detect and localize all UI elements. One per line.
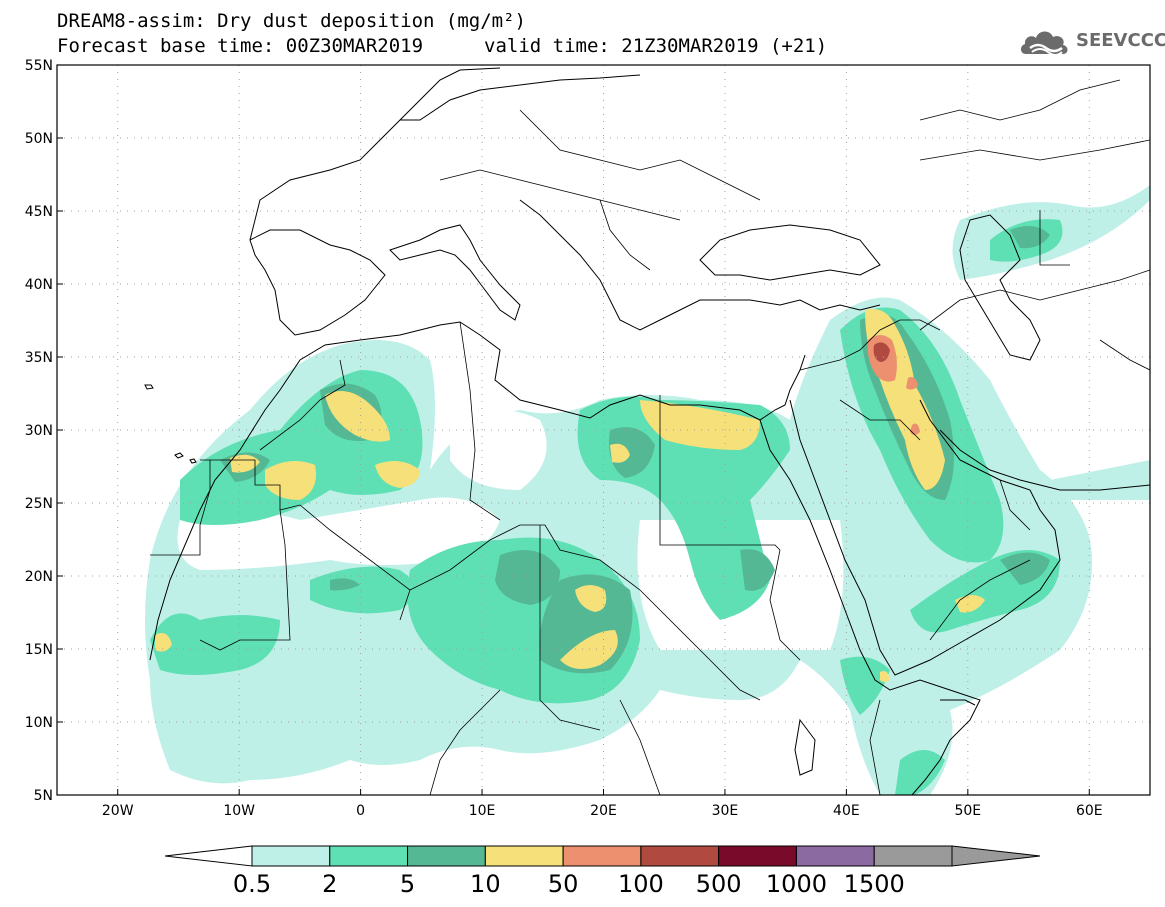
colorbar-swatch xyxy=(718,845,797,867)
lon-tick-label: 60E xyxy=(1076,803,1103,819)
lon-tick-label: 10E xyxy=(469,803,496,819)
colorbar-label: 100 xyxy=(617,870,664,898)
lon-tick-label: 30E xyxy=(712,803,739,819)
longitude-labels: 20W 10W 0 10E 20E 30E 40E 50E 60E xyxy=(102,803,1103,819)
lat-tick-label: 20N xyxy=(25,569,53,585)
colorbar-left-arrow xyxy=(164,845,253,867)
lat-tick-label: 35N xyxy=(25,350,53,366)
coastlines xyxy=(144,67,1150,795)
colorbar-swatch xyxy=(795,845,875,867)
forecast-base-time: Forecast base time: 00Z30MAR2019 xyxy=(57,35,424,57)
map-plot-area xyxy=(57,65,1150,795)
lat-tick-label: 30N xyxy=(25,423,53,439)
colorbar xyxy=(164,845,1041,867)
lat-tick-label: 40N xyxy=(25,277,53,293)
lon-tick-label: 0 xyxy=(356,803,365,819)
colorbar-label: 500 xyxy=(695,870,742,898)
colorbar-label: 0.5 xyxy=(232,870,272,898)
lat-tick-label: 50N xyxy=(25,131,53,147)
colorbar-swatch xyxy=(640,845,720,867)
lon-tick-label: 10W xyxy=(223,803,255,819)
country-borders xyxy=(150,79,1150,795)
lat-tick-label: 25N xyxy=(25,496,53,512)
colorbar-swatch xyxy=(329,845,409,867)
map-graticule xyxy=(57,65,1150,795)
lat-tick-label: 15N xyxy=(25,642,53,658)
colorbar-right-arrow xyxy=(951,845,1041,867)
colorbar-swatch xyxy=(407,845,486,867)
latitude-labels: 55N 50N 45N 40N 35N 30N 25N 20N 15N 10N 5N xyxy=(25,58,53,804)
lon-tick-label: 20W xyxy=(102,803,134,819)
colorbar-label: 1000 xyxy=(765,870,827,898)
lon-tick-label: 50E xyxy=(954,803,981,819)
lon-tick-label: 40E xyxy=(833,803,860,819)
colorbar-swatch xyxy=(562,845,642,867)
colorbar-label: 1500 xyxy=(843,870,905,898)
logo-text: SEEVCCC xyxy=(1076,30,1165,51)
colorbar-label: 5 xyxy=(399,870,416,898)
seevccc-logo: SEEVCCC xyxy=(1018,24,1165,60)
map-title: DREAM8-assim: Dry dust deposition (mg/m²… xyxy=(57,10,526,32)
lat-tick-label: 10N xyxy=(25,715,53,731)
valid-time: valid time: 21Z30MAR2019 (+21) xyxy=(484,35,828,57)
colorbar-label: 50 xyxy=(547,870,579,898)
lon-tick-label: 20E xyxy=(590,803,617,819)
dust-fields xyxy=(145,185,1150,795)
colorbar-swatch xyxy=(873,845,953,867)
lat-tick-label: 5N xyxy=(34,788,53,804)
colorbar-label: 2 xyxy=(322,870,338,898)
lat-tick-label: 45N xyxy=(25,204,53,220)
cloud-logo-icon xyxy=(1020,31,1068,56)
colorbar-label: 10 xyxy=(470,870,501,898)
lat-tick-label: 55N xyxy=(25,58,53,74)
colorbar-swatch xyxy=(484,845,564,867)
colorbar-swatch xyxy=(251,845,331,867)
